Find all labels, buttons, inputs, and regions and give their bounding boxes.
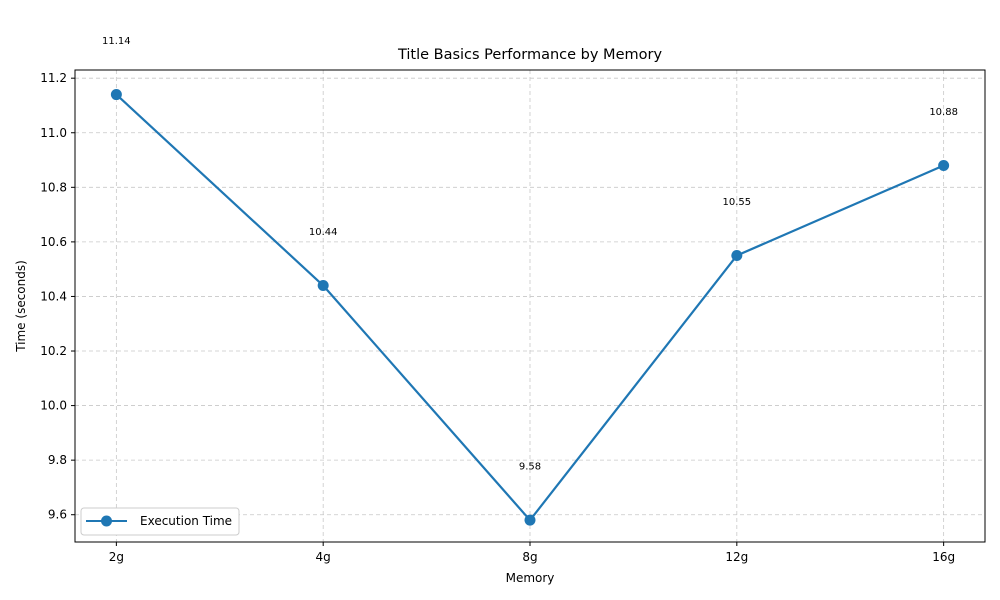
data-point (731, 250, 743, 262)
y-tick-label: 10.4 (40, 289, 67, 303)
y-axis-title: Time (seconds) (14, 260, 28, 353)
x-tick-label: 2g (109, 550, 124, 564)
data-label: 10.55 (722, 197, 751, 208)
x-tick-label: 12g (725, 550, 748, 564)
data-label: 10.88 (929, 107, 958, 118)
series (110, 89, 950, 526)
data-point (317, 280, 329, 292)
y-tick-label: 10.6 (40, 235, 67, 249)
axis-ticks: 2g 4g 8g 12g 16g 9.6 9.8 10.0 10.2 10.4 10.6 10.8 11… (40, 71, 955, 564)
legend: Execution Time (80, 507, 240, 536)
y-tick-label: 9.8 (48, 453, 67, 467)
y-tick-label: 10.0 (40, 399, 67, 413)
y-tick-label: 11.0 (40, 126, 67, 140)
y-tick-label: 11.2 (40, 71, 67, 85)
data-label: 10.44 (309, 227, 338, 238)
y-tick-label: 10.2 (40, 344, 67, 358)
grid (75, 70, 985, 542)
x-tick-label: 16g (932, 550, 955, 564)
x-axis-title: Memory (506, 571, 555, 585)
data-label: 11.14 (102, 36, 131, 47)
x-tick-label: 8g (522, 550, 537, 564)
data-point (110, 89, 122, 101)
legend-marker (101, 515, 112, 527)
y-tick-label: 10.8 (40, 180, 67, 194)
chart-title: Title Basics Performance by Memory (397, 47, 663, 63)
legend-label: Execution Time (140, 514, 232, 528)
legend-box (80, 507, 240, 536)
data-point (938, 159, 950, 171)
data-labels: 11.14 10.44 9.58 10.55 10.88 (102, 36, 958, 473)
data-point (524, 514, 536, 526)
x-tick-label: 4g (316, 550, 331, 564)
y-tick-label: 9.6 (48, 508, 67, 522)
data-label: 9.58 (519, 462, 541, 473)
